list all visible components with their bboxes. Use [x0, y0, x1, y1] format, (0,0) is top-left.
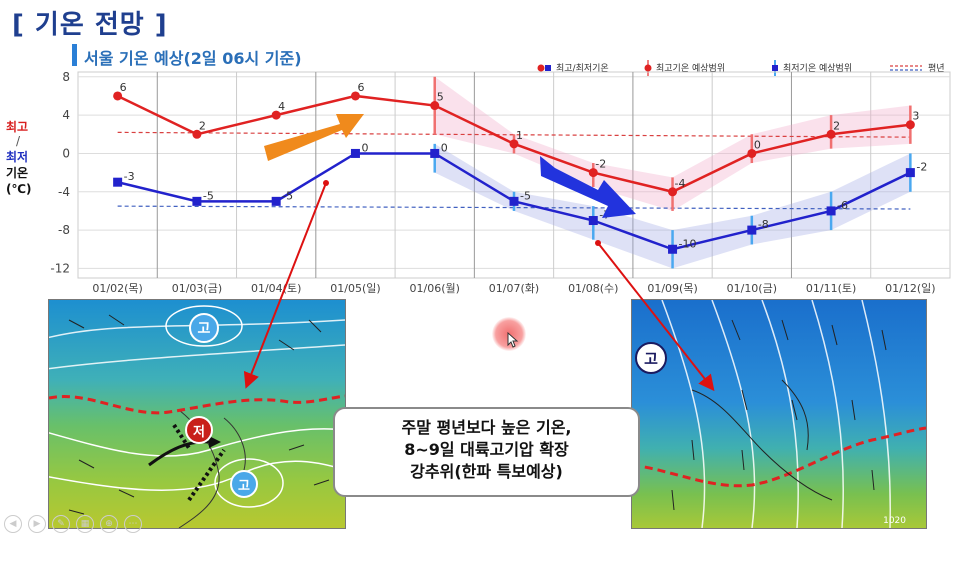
more-icon[interactable]: ⋯: [124, 515, 142, 533]
x-tick-label: 01/04(토): [251, 282, 301, 295]
min-temp-point: [668, 244, 678, 254]
legend-obs: 최고/최저기온: [556, 64, 609, 74]
x-tick-label: 01/10(금): [727, 282, 777, 295]
x-tick-label: 01/05(일): [330, 281, 380, 295]
max-temp-label: 4: [278, 100, 285, 113]
high-pressure-marker: 고: [635, 342, 667, 374]
y-label-min: 최저: [6, 150, 29, 164]
x-tick-label: 01/02(목): [92, 282, 142, 295]
min-temp-label: -5: [520, 189, 531, 202]
min-temp-point: [430, 148, 440, 158]
max-temp-label: 0: [754, 138, 761, 151]
temperature-chart: 6 2 4 6 5 1 -2 -4 0 2 3 -3 -5 -5 0 0 -5 -7 -10 -8 -6 -2 01/02…: [50, 70, 951, 295]
min-temp-label: -5: [282, 189, 293, 202]
min-temp-point: [192, 196, 202, 206]
max-temp-point: [905, 120, 915, 130]
min-temp-label: -8: [758, 218, 769, 231]
forecast-note: 주말 평년보다 높은 기온, 8~9일 대륙고기압 확장 강추위(한파 특보예상…: [333, 407, 640, 497]
plot-frame: [77, 71, 951, 279]
legend-max-range: 최고기온 예상범위: [656, 64, 726, 74]
x-tick-label: 01/06(월): [410, 282, 460, 295]
min-temp-point: [509, 196, 519, 206]
x-tick-label: 01/11(토): [806, 282, 856, 295]
isobar-label: 1020: [883, 516, 906, 526]
legend-normal: 평년: [928, 64, 945, 74]
pen-icon[interactable]: ✎: [52, 515, 70, 533]
max-temp-label: 3: [912, 110, 919, 123]
min-temp-point: [588, 216, 598, 226]
max-temp-point: [430, 101, 440, 111]
x-tick-label: 01/09(목): [647, 282, 697, 295]
x-tick-label: 01/08(수): [568, 282, 618, 295]
min-temp-point: [113, 177, 123, 187]
weather-map-left: 고 저 고: [48, 299, 346, 529]
min-temp-point: [350, 148, 360, 158]
max-temp-label: 6: [357, 81, 364, 94]
min-temp-label: -10: [679, 237, 697, 250]
mouse-cursor-icon: [507, 332, 519, 348]
y-tick-label: 8: [62, 70, 70, 84]
x-tick-label: 01/07(화): [489, 282, 539, 295]
y-tick-label: 4: [62, 108, 70, 122]
max-temp-label: 2: [833, 119, 840, 132]
y-label-word: 기온: [6, 166, 29, 180]
max-temp-point: [509, 139, 519, 149]
min-temp-label: 0: [441, 141, 448, 154]
min-temp-label: -2: [916, 161, 927, 174]
max-temp-point: [192, 129, 202, 139]
max-temp-label: -4: [675, 177, 686, 190]
min-temp-label: -5: [203, 189, 214, 202]
x-tick-label: 01/03(금): [172, 282, 222, 295]
next-slide-icon[interactable]: ▶: [28, 515, 46, 533]
min-temp-label: -6: [837, 199, 848, 212]
max-temp-point: [113, 91, 123, 101]
note-line: 8~9일 대륙고기압 확장: [404, 440, 569, 459]
y-label-max: 최고: [6, 120, 29, 134]
y-tick-label: -8: [58, 223, 70, 237]
y-tick-label: -4: [58, 185, 70, 199]
high-pressure-marker: 고: [189, 313, 219, 343]
min-temp-point: [747, 225, 757, 235]
y-label-sep: /: [16, 134, 21, 148]
legend-min-range: 최저기온 예상범위: [783, 64, 853, 74]
max-temp-label: 1: [516, 129, 523, 142]
max-temp-label: 5: [437, 91, 444, 104]
max-temp-point: [826, 129, 836, 139]
grid-icon[interactable]: ▦: [76, 515, 94, 533]
min-temp-point: [271, 196, 281, 206]
zoom-icon[interactable]: ⊕: [100, 515, 118, 533]
y-tick-label: 0: [62, 146, 70, 160]
high-pressure-marker: 고: [230, 470, 258, 498]
page-title: [ 기온 전망 ]: [12, 10, 168, 40]
slideshow-toolbar: ◀ ▶ ✎ ▦ ⊕ ⋯: [4, 515, 142, 533]
max-temp-label: 2: [199, 119, 206, 132]
min-temp-label: -7: [599, 209, 610, 222]
max-temp-label: -2: [595, 158, 606, 171]
prev-slide-icon[interactable]: ◀: [4, 515, 22, 533]
x-tick-label: 01/12(일): [885, 281, 935, 295]
note-line: 주말 평년보다 높은 기온,: [401, 418, 572, 437]
chart-subtitle: 서울 기온 예상(2일 06시 기준): [84, 49, 302, 68]
min-temp-point: [905, 168, 915, 178]
min-temp-point: [826, 206, 836, 216]
y-tick-label: -12: [50, 261, 70, 275]
subtitle-marker: [72, 44, 77, 66]
weather-map-right: 고 1020: [631, 299, 927, 529]
normal-max-line: [117, 131, 911, 138]
max-temp-point: [747, 148, 757, 158]
max-temp-point: [350, 91, 360, 101]
normal-min-line: [117, 205, 911, 210]
min-temp-label: 0: [361, 141, 368, 154]
min-range-band: [434, 143, 911, 269]
low-pressure-marker: 저: [185, 416, 213, 444]
max-temp-point: [668, 187, 678, 197]
max-temp-label: 6: [120, 81, 127, 94]
note-line: 강추위(한파 특보예상): [410, 462, 563, 481]
y-label-unit: (℃): [6, 182, 32, 196]
min-temp-label: -3: [124, 170, 135, 183]
